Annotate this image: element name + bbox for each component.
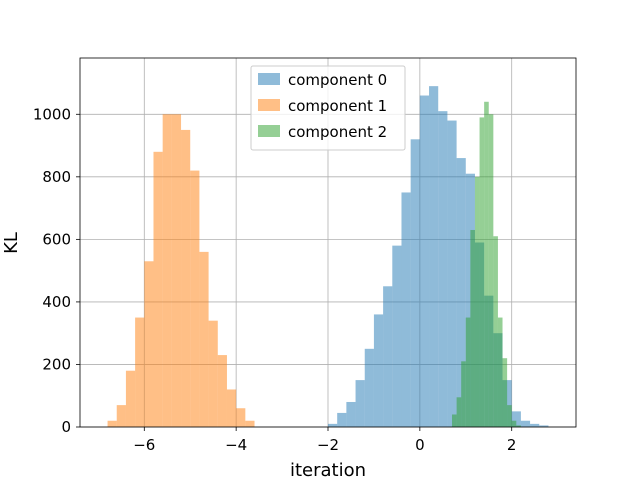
bar-component-0 [373, 314, 384, 427]
y-tick-label: 0 [61, 418, 71, 436]
bar-component-2 [488, 114, 494, 427]
bar-component-2 [493, 236, 498, 427]
y-axis-label: KL [1, 232, 22, 254]
bar-component-2 [516, 425, 521, 427]
bar-component-0 [337, 412, 347, 427]
bar-component-1 [217, 355, 227, 427]
bar-component-1 [245, 420, 255, 427]
bar-component-1 [236, 408, 246, 427]
legend-swatch-component-1 [258, 99, 280, 111]
bar-component-1 [116, 405, 126, 427]
y-tick-label: 400 [42, 293, 71, 311]
bar-component-0 [456, 158, 466, 427]
y-tick-label: 1000 [33, 105, 71, 123]
bar-component-2 [456, 397, 462, 427]
bar-component-1 [181, 129, 191, 428]
x-tick-label: 2 [507, 436, 517, 454]
bar-component-0 [383, 286, 393, 427]
legend-label-component-0: component 0 [288, 71, 387, 89]
bar-component-1 [171, 114, 182, 427]
bar-component-0 [447, 120, 457, 428]
y-tick-label: 200 [42, 355, 71, 373]
x-tick-label: −4 [225, 436, 247, 454]
bar-component-2 [461, 361, 466, 427]
x-tick-label: −2 [317, 436, 339, 454]
bar-component-1 [153, 151, 163, 428]
bar-component-0 [401, 192, 411, 427]
bar-component-0 [539, 425, 549, 427]
bar-component-0 [364, 348, 374, 427]
bar-component-0 [328, 423, 338, 427]
legend-box [250, 65, 406, 151]
x-tick-label: 0 [415, 436, 425, 454]
ticks-layer: −6 −4 −2 0 2 0 200 400 600 800 1000 [33, 105, 517, 454]
bar-component-1 [199, 251, 209, 427]
bar-component-0 [419, 95, 430, 427]
bar-component-0 [438, 111, 448, 428]
x-tick-label: −6 [133, 436, 155, 454]
bar-component-0 [392, 245, 402, 427]
bar-component-1 [190, 170, 200, 427]
bar-component-2 [507, 405, 512, 427]
legend-label-component-2: component 2 [288, 123, 387, 141]
bar-component-1 [144, 261, 154, 427]
bar-component-2 [502, 358, 508, 427]
bar-component-0 [530, 423, 540, 427]
y-tick-label: 800 [42, 168, 71, 186]
y-tick-label: 600 [42, 230, 71, 248]
bar-component-2 [479, 117, 485, 427]
bar-component-1 [107, 420, 117, 427]
bar-component-2 [465, 317, 471, 427]
legend: component 0 component 1 component 2 [250, 65, 406, 151]
bar-component-2 [470, 229, 475, 427]
bar-component-1 [226, 389, 237, 427]
bar-component-0 [511, 411, 521, 427]
bar-component-0 [410, 139, 420, 427]
bar-component-0 [346, 401, 356, 427]
bar-component-2 [484, 101, 489, 427]
legend-swatch-component-0 [258, 73, 280, 85]
bar-component-1 [125, 370, 136, 427]
bar-component-1 [162, 114, 172, 427]
bar-component-0 [355, 380, 365, 427]
bar-component-2 [511, 420, 517, 427]
bar-component-2 [497, 317, 503, 427]
bar-component-2 [474, 176, 480, 427]
legend-label-component-1: component 1 [288, 97, 387, 115]
bar-component-0 [520, 420, 531, 427]
bars-layer [107, 86, 549, 428]
bar-component-1 [135, 317, 145, 427]
bar-component-1 [208, 320, 218, 427]
x-axis-label: iteration [290, 460, 366, 480]
bar-component-2 [452, 414, 457, 427]
legend-swatch-component-2 [258, 125, 280, 137]
bar-component-0 [429, 86, 439, 427]
